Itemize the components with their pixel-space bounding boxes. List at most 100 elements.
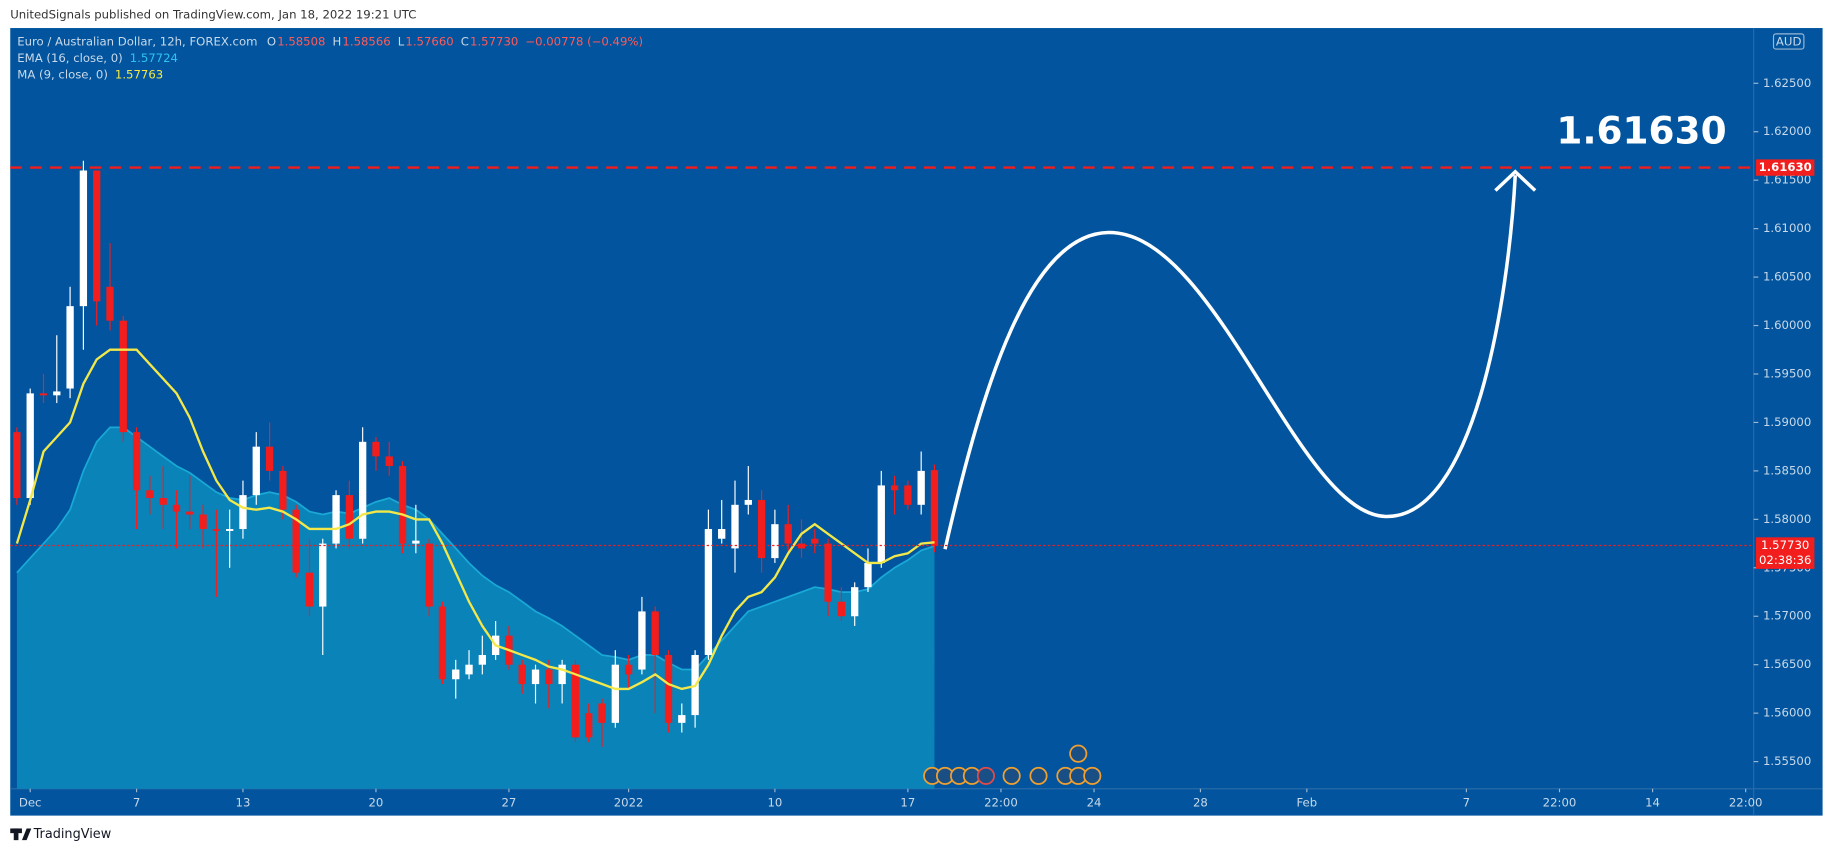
x-tick-label: 27 xyxy=(502,795,517,809)
y-tick-label: 1.62500 xyxy=(1763,76,1811,90)
candle-body xyxy=(265,446,274,471)
event-icons xyxy=(923,744,1102,785)
ema-line xyxy=(16,426,935,671)
x-tick-label: 7 xyxy=(133,795,140,809)
projection-curve xyxy=(943,175,1518,550)
y-tick-label: 1.59000 xyxy=(1763,415,1811,429)
candle-body xyxy=(890,485,899,491)
candle-body xyxy=(452,669,460,680)
legend-series-name: MA (9, close, 0) xyxy=(17,67,108,81)
header: UnitedSignals published on TradingView.c… xyxy=(10,8,416,22)
last-price-label: 1.57730 xyxy=(1761,538,1809,552)
level-annotation: 1.61630 xyxy=(1556,109,1726,153)
candle-body xyxy=(598,703,606,723)
candle-body xyxy=(385,456,393,467)
candle-body xyxy=(638,611,646,670)
y-tick-label: 1.61500 xyxy=(1763,173,1811,187)
candle-body xyxy=(904,485,912,505)
candle-body xyxy=(518,664,526,685)
plot-layer xyxy=(13,160,939,789)
x-tick-label: 22:00 xyxy=(984,795,1018,809)
x-tick-label: 22:00 xyxy=(1729,795,1763,809)
candle-body xyxy=(53,391,61,396)
currency-label: AUD xyxy=(1776,35,1802,49)
x-tick-label: 20 xyxy=(369,795,384,809)
candle-body xyxy=(651,611,659,656)
candle-body xyxy=(226,529,234,531)
candle-body xyxy=(824,543,832,602)
legend-symbol: Euro / Australian Dollar, 12h, FOREX.com xyxy=(17,35,257,49)
x-tick-label: 28 xyxy=(1193,795,1208,809)
legend-value: 1.58508 xyxy=(277,35,325,49)
y-tick-label: 1.60500 xyxy=(1763,270,1811,284)
y-tick-label: 1.62000 xyxy=(1763,124,1811,138)
candle-body xyxy=(864,562,872,588)
legend-series-value: 1.57724 xyxy=(130,51,178,65)
candle-body xyxy=(39,393,48,396)
legend-key: H xyxy=(332,35,341,49)
x-tick-label: 2022 xyxy=(614,795,644,809)
candle-body xyxy=(531,669,540,685)
y-tick-label: 1.61000 xyxy=(1763,221,1811,235)
candle-body xyxy=(79,170,88,307)
candle-body xyxy=(784,524,792,544)
candle-body xyxy=(252,446,260,496)
candle-body xyxy=(571,664,580,738)
candle-body xyxy=(93,170,101,302)
candle-body xyxy=(624,664,633,675)
legend-value: 1.58566 xyxy=(342,35,390,49)
projection-arrowhead xyxy=(1494,169,1537,192)
legend-key: C xyxy=(461,35,469,49)
candle-body xyxy=(26,393,34,499)
x-tick-label: 10 xyxy=(767,795,782,809)
candle-body xyxy=(106,286,114,321)
candle-body xyxy=(811,538,819,544)
tv-logo xyxy=(10,828,32,841)
candle-body xyxy=(13,432,21,499)
y-tick-label: 1.57000 xyxy=(1763,609,1811,623)
countdown: 02:38:36 xyxy=(1759,553,1811,567)
y-tick-label: 1.58500 xyxy=(1763,463,1811,477)
x-tick-label: Feb xyxy=(1296,795,1317,809)
candle-body xyxy=(837,601,846,617)
candle-body xyxy=(744,499,752,505)
candle-body xyxy=(345,495,354,539)
x-tick-label: 22:00 xyxy=(1543,795,1577,809)
candle-body xyxy=(877,485,885,563)
candle-body xyxy=(731,504,739,549)
candle-body xyxy=(305,572,314,607)
candle-body xyxy=(292,509,300,573)
x-tick-label: 13 xyxy=(236,795,251,809)
currency-box xyxy=(1772,33,1805,50)
candle-body xyxy=(66,306,74,389)
x-tick-label: 24 xyxy=(1087,795,1102,809)
legend-value: −0.00778 (−0.49%) xyxy=(525,35,643,49)
candle-body xyxy=(558,664,566,685)
legend-value: 1.57730 xyxy=(470,35,518,49)
candle-body xyxy=(771,524,779,559)
candle-body xyxy=(159,498,167,505)
candle-body xyxy=(545,669,553,685)
candle-body xyxy=(212,529,221,531)
candle-body xyxy=(199,514,207,530)
candle-body xyxy=(851,587,859,617)
ma-line xyxy=(15,348,935,691)
y-tick-label: 1.56000 xyxy=(1763,706,1811,720)
candle-body xyxy=(465,664,473,675)
candle-body xyxy=(917,470,925,505)
level-badge-label: 1.61630 xyxy=(1759,160,1812,174)
candle-body xyxy=(132,432,141,491)
candle-body xyxy=(704,529,713,656)
candle-body xyxy=(930,470,939,546)
y-tick-label: 1.60000 xyxy=(1763,318,1811,332)
legend-series-name: EMA (16, close, 0) xyxy=(17,51,122,65)
candle-body xyxy=(664,655,673,723)
candle-body xyxy=(398,466,407,544)
y-tick-label: 1.59500 xyxy=(1763,366,1811,380)
legend-value: 1.57660 xyxy=(405,35,453,49)
legend-series-value: 1.57763 xyxy=(115,67,163,81)
candle-body xyxy=(412,540,420,544)
footer: TradingView xyxy=(33,827,112,842)
candle-body xyxy=(478,655,486,665)
